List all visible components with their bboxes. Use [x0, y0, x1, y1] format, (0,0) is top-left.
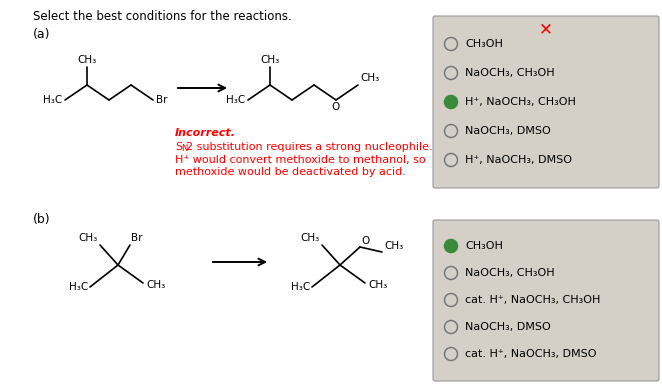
Text: CH₃: CH₃ [79, 233, 98, 243]
FancyBboxPatch shape [433, 16, 659, 188]
Text: CH₃: CH₃ [260, 55, 279, 65]
Text: 2 substitution requires a strong nucleophile.: 2 substitution requires a strong nucleop… [187, 142, 433, 152]
Text: ✕: ✕ [539, 20, 553, 38]
Text: H₃C: H₃C [69, 282, 88, 292]
Text: CH₃OH: CH₃OH [465, 39, 503, 49]
Text: CH₃: CH₃ [146, 280, 166, 290]
Text: NaOCH₃, CH₃OH: NaOCH₃, CH₃OH [465, 268, 555, 278]
Text: CH₃: CH₃ [368, 280, 387, 290]
Text: CH₃: CH₃ [384, 241, 403, 251]
Text: methoxide would be deactivated by acid.: methoxide would be deactivated by acid. [175, 167, 406, 177]
Text: (b): (b) [33, 213, 50, 226]
Text: cat. H⁺, NaOCH₃, CH₃OH: cat. H⁺, NaOCH₃, CH₃OH [465, 295, 600, 305]
Text: NaOCH₃, CH₃OH: NaOCH₃, CH₃OH [465, 68, 555, 78]
Text: Br: Br [156, 95, 167, 105]
Text: O: O [361, 236, 369, 246]
Text: H₃C: H₃C [43, 95, 62, 105]
Text: H⁺, NaOCH₃, CH₃OH: H⁺, NaOCH₃, CH₃OH [465, 97, 576, 107]
Text: NaOCH₃, DMSO: NaOCH₃, DMSO [465, 126, 551, 136]
Text: CH₃: CH₃ [301, 233, 320, 243]
Text: O: O [332, 102, 340, 112]
Text: H₃C: H₃C [291, 282, 310, 292]
Text: (a): (a) [33, 28, 50, 41]
Text: CH₃: CH₃ [360, 73, 379, 83]
FancyBboxPatch shape [433, 220, 659, 381]
Text: S: S [175, 142, 182, 152]
Text: NaOCH₃, DMSO: NaOCH₃, DMSO [465, 322, 551, 332]
Text: CH₃: CH₃ [77, 55, 97, 65]
Text: N: N [181, 144, 187, 153]
Text: Br: Br [131, 233, 142, 243]
Text: H⁺, NaOCH₃, DMSO: H⁺, NaOCH₃, DMSO [465, 155, 572, 165]
Text: Incorrect.: Incorrect. [175, 128, 236, 138]
Text: H₃C: H₃C [226, 95, 245, 105]
Text: H⁺ would convert methoxide to methanol, so: H⁺ would convert methoxide to methanol, … [175, 155, 426, 165]
Circle shape [444, 96, 457, 108]
Text: CH₃OH: CH₃OH [465, 241, 503, 251]
Circle shape [444, 240, 457, 252]
Text: Select the best conditions for the reactions.: Select the best conditions for the react… [33, 10, 292, 23]
Text: cat. H⁺, NaOCH₃, DMSO: cat. H⁺, NaOCH₃, DMSO [465, 349, 596, 359]
